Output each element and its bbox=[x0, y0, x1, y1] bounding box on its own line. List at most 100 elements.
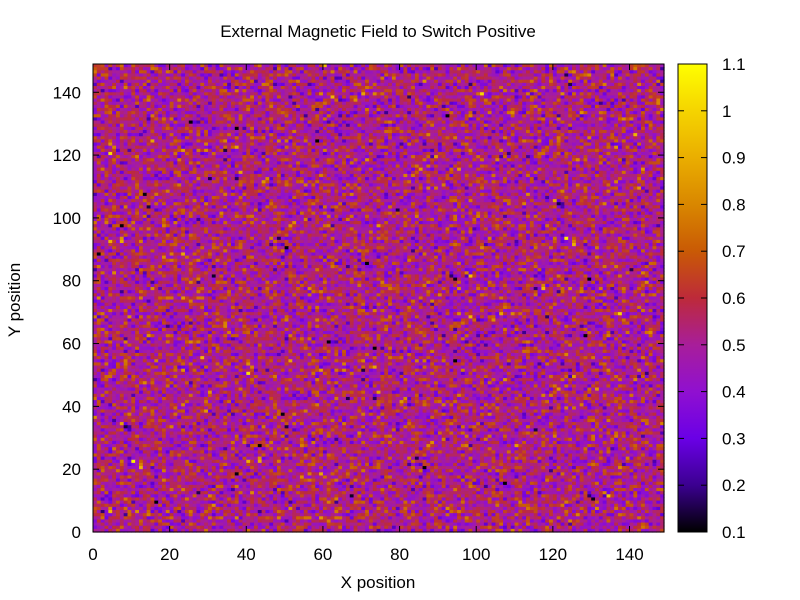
heatmap-cell bbox=[115, 70, 121, 75]
heatmap-cell bbox=[491, 85, 496, 90]
heatmap-cell bbox=[522, 70, 527, 75]
heatmap-cell bbox=[146, 64, 152, 68]
heatmap-cell bbox=[460, 79, 466, 84]
heatmap-cell bbox=[250, 76, 255, 81]
heatmap-cell bbox=[418, 101, 424, 106]
heatmap-cell bbox=[158, 89, 163, 93]
heatmap-cell bbox=[154, 85, 159, 90]
heatmap-cell bbox=[403, 79, 408, 84]
heatmap-cell bbox=[319, 95, 324, 100]
heatmap-cell bbox=[414, 98, 420, 103]
heatmap-cell bbox=[545, 67, 550, 71]
heatmap-cell bbox=[269, 67, 274, 71]
heatmap-cell bbox=[526, 89, 531, 93]
heatmap-cell bbox=[399, 107, 405, 112]
heatmap-cell bbox=[315, 92, 320, 97]
heatmap-cell bbox=[372, 76, 378, 81]
heatmap-cell bbox=[372, 104, 378, 109]
heatmap-cell bbox=[119, 76, 125, 81]
heatmap-cell bbox=[261, 89, 267, 93]
heatmap-cell bbox=[480, 98, 485, 103]
heatmap-cell bbox=[495, 89, 500, 93]
heatmap-cell bbox=[112, 101, 117, 106]
heatmap-cell bbox=[441, 85, 447, 90]
heatmap-cell bbox=[648, 95, 654, 100]
heatmap-cell bbox=[449, 95, 454, 100]
heatmap-cell bbox=[403, 95, 408, 100]
heatmap-cell bbox=[276, 98, 282, 103]
heatmap-cell bbox=[311, 73, 316, 78]
heatmap-cell bbox=[388, 89, 393, 93]
heatmap-cell bbox=[196, 98, 201, 103]
heatmap-cell bbox=[457, 64, 462, 68]
heatmap-cell bbox=[150, 79, 155, 84]
heatmap-cell bbox=[108, 79, 113, 84]
heatmap-cell bbox=[384, 64, 389, 68]
heatmap-cell bbox=[353, 82, 359, 87]
heatmap-cell bbox=[533, 73, 539, 78]
heatmap-cell bbox=[276, 64, 282, 68]
heatmap-cell bbox=[560, 89, 565, 93]
heatmap-cell bbox=[192, 107, 198, 112]
heatmap-cell bbox=[449, 101, 454, 106]
heatmap-cell bbox=[345, 101, 351, 106]
heatmap-cell bbox=[257, 67, 263, 71]
heatmap-cell bbox=[204, 92, 209, 97]
heatmap-cell bbox=[391, 107, 397, 112]
heatmap-cell bbox=[403, 82, 408, 87]
heatmap-cell bbox=[280, 73, 286, 78]
heatmap-cell bbox=[579, 67, 585, 71]
heatmap-cell bbox=[572, 67, 577, 71]
heatmap-cell bbox=[299, 89, 305, 93]
heatmap-cell bbox=[353, 67, 359, 71]
heatmap-cell bbox=[595, 76, 600, 81]
heatmap-cell bbox=[292, 79, 297, 84]
heatmap-cell bbox=[464, 95, 470, 100]
heatmap-cell bbox=[372, 89, 378, 93]
heatmap-cell bbox=[560, 85, 565, 90]
heatmap-cell bbox=[250, 107, 255, 112]
heatmap-cell bbox=[652, 104, 657, 109]
heatmap-cell bbox=[204, 67, 209, 71]
heatmap-cell bbox=[468, 89, 473, 93]
heatmap-cell bbox=[376, 76, 382, 81]
heatmap-cell bbox=[395, 79, 401, 84]
heatmap-cell bbox=[96, 76, 102, 81]
heatmap-cell bbox=[353, 89, 359, 93]
heatmap-cell bbox=[476, 89, 481, 93]
heatmap-cell bbox=[223, 76, 228, 81]
heatmap-cell bbox=[476, 70, 481, 75]
heatmap-cell bbox=[115, 73, 121, 78]
heatmap-cell bbox=[334, 89, 339, 93]
heatmap-cell bbox=[108, 67, 113, 71]
heatmap-cell bbox=[549, 92, 554, 97]
heatmap-cell bbox=[560, 64, 565, 68]
heatmap-cell bbox=[526, 104, 531, 109]
heatmap-cell bbox=[591, 67, 596, 71]
heatmap-cell bbox=[533, 70, 539, 75]
heatmap-cell bbox=[138, 64, 144, 68]
heatmap-cell bbox=[476, 85, 481, 90]
heatmap-cell bbox=[618, 73, 623, 78]
heatmap-cell bbox=[319, 85, 324, 90]
heatmap-cell bbox=[621, 64, 627, 68]
heatmap-cell bbox=[123, 64, 129, 68]
heatmap-cell bbox=[96, 67, 102, 71]
heatmap-cell bbox=[161, 95, 167, 100]
heatmap-cell bbox=[200, 79, 205, 84]
heatmap-cell bbox=[319, 79, 324, 84]
heatmap-cell bbox=[499, 95, 504, 100]
heatmap-cell bbox=[349, 73, 355, 78]
heatmap-cell bbox=[652, 70, 657, 75]
heatmap-cell bbox=[104, 98, 109, 103]
heatmap-cell bbox=[575, 98, 581, 103]
heatmap-cell bbox=[184, 64, 190, 68]
heatmap-cell bbox=[284, 85, 290, 90]
heatmap-cell bbox=[644, 79, 650, 84]
heatmap-cell bbox=[142, 73, 148, 78]
heatmap-cell bbox=[307, 107, 313, 112]
heatmap-cell bbox=[426, 70, 431, 75]
heatmap-cell bbox=[644, 92, 650, 97]
heatmap-cell bbox=[288, 104, 293, 109]
heatmap-cell bbox=[510, 76, 516, 81]
